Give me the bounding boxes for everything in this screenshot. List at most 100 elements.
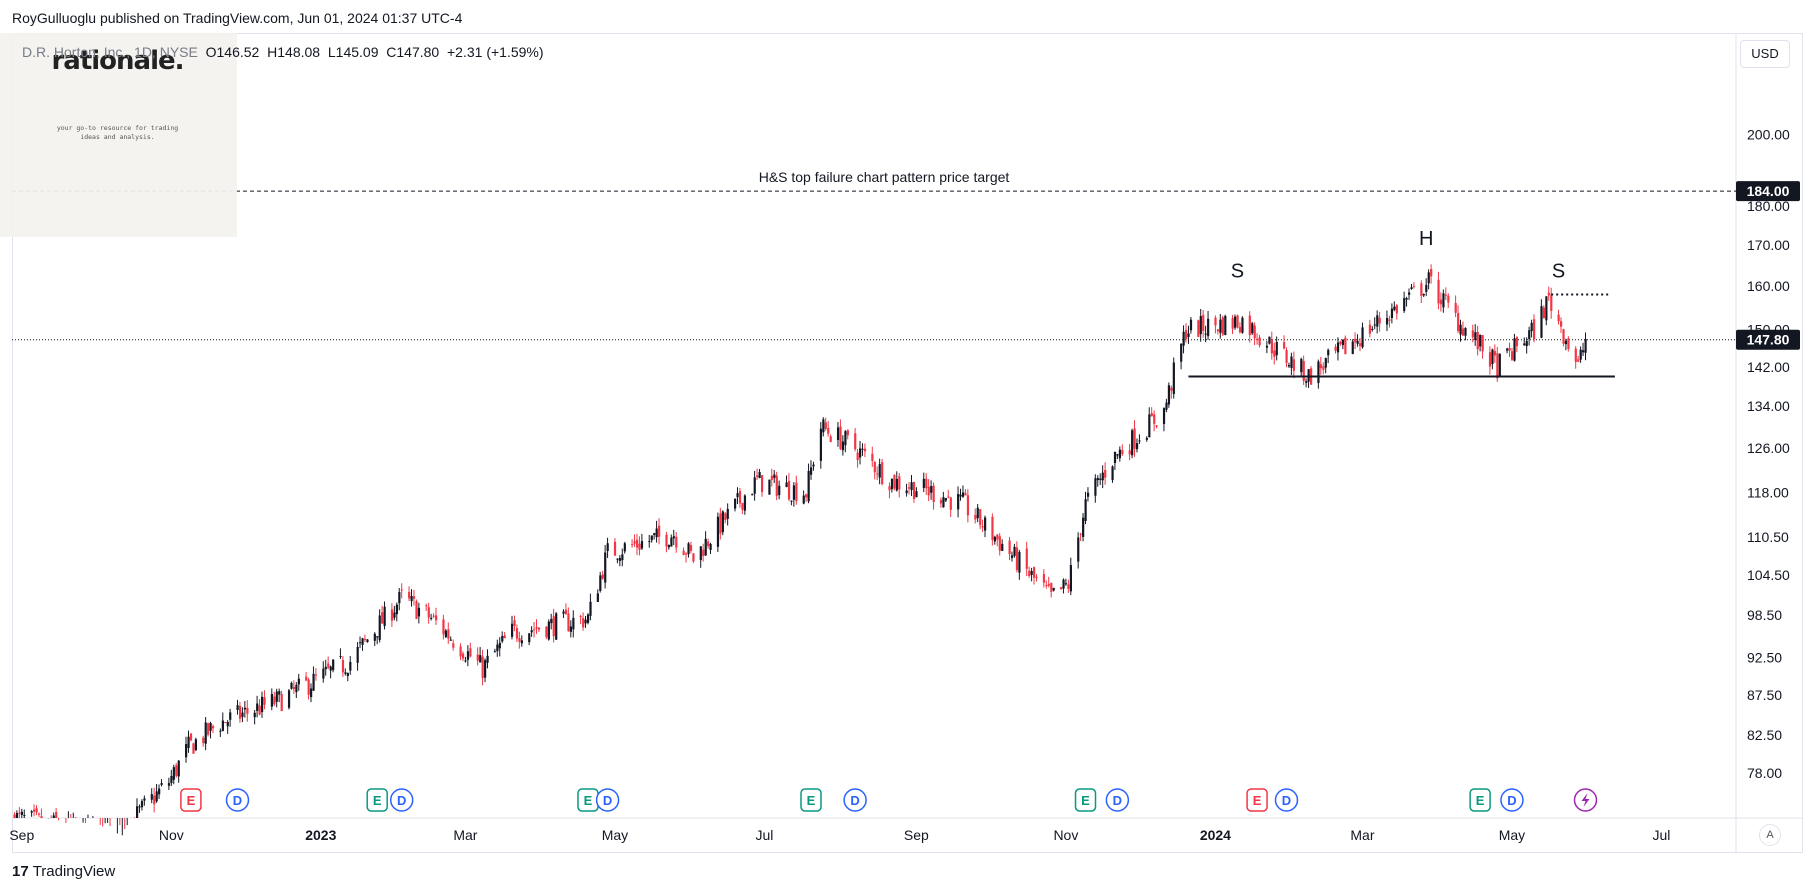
candle-down[interactable] [381,605,384,624]
candle-up[interactable] [20,808,24,818]
candle-down[interactable] [1067,579,1070,593]
tradingview-footer[interactable]: 17 TradingView [12,863,115,880]
candle-down[interactable] [1481,335,1484,359]
candle-down[interactable] [947,489,950,499]
candle-up[interactable] [290,681,293,690]
candle-down[interactable] [533,622,536,638]
candle-up[interactable] [1030,567,1033,582]
candle-up[interactable] [466,645,470,667]
candle-down[interactable] [408,586,411,602]
candle-down[interactable] [1457,305,1460,334]
candle-up[interactable] [346,672,349,682]
candle-up[interactable] [1305,378,1308,388]
candle-down[interactable] [425,603,428,611]
candle-up[interactable] [275,688,278,708]
candle-down[interactable] [13,812,16,818]
candle-down[interactable] [1510,347,1514,361]
candle-up[interactable] [393,605,396,621]
candle-up[interactable] [256,695,259,718]
candle-up[interactable] [1528,326,1531,346]
candle-up[interactable] [226,720,229,734]
candle-up[interactable] [295,682,298,698]
candle-down[interactable] [1368,319,1372,338]
candle-up[interactable] [138,804,141,813]
candle-up[interactable] [1300,357,1303,377]
candle-up[interactable] [792,482,796,507]
candle-up[interactable] [1324,357,1327,374]
candle-down[interactable] [1488,346,1492,375]
candle-up[interactable] [486,649,489,669]
candle-up[interactable] [569,620,573,638]
candle-up[interactable] [135,798,139,818]
auto-scale-button[interactable]: A [1759,824,1781,846]
candle-up[interactable] [721,510,724,536]
candle-up[interactable] [1498,353,1501,377]
candle-down[interactable] [427,602,430,624]
candle-down[interactable] [545,625,548,640]
candle-down[interactable] [1121,444,1124,457]
earnings-marker[interactable] [1469,788,1491,812]
candle-up[interactable] [1408,288,1411,300]
candle-down[interactable] [461,651,465,662]
candle-down[interactable] [513,615,516,632]
symbol-description[interactable]: D.R. Horton, Inc., 1D, NYSE [22,44,198,60]
candle-down[interactable] [518,631,521,649]
candle-up[interactable] [790,500,793,506]
candle-up[interactable] [172,764,175,785]
candle-down[interactable] [1395,304,1398,320]
currency-button[interactable]: USD [1740,40,1790,68]
candle-up[interactable] [915,487,918,498]
candle-up[interactable] [1525,337,1528,354]
candle-down[interactable] [824,417,827,431]
dividend-marker[interactable] [595,788,620,812]
candle-up[interactable] [672,529,675,546]
candle-down[interactable] [635,533,639,556]
candle-down[interactable] [1454,295,1457,318]
earnings-marker[interactable] [1074,788,1097,812]
candle-up[interactable] [734,498,737,512]
candle-up[interactable] [1001,539,1004,551]
candle-up[interactable] [1131,428,1134,459]
candle-down[interactable] [1047,576,1050,588]
candle-down[interactable] [1339,340,1342,346]
candle-up[interactable] [310,683,313,703]
dividend-marker[interactable] [1274,788,1299,812]
candle-down[interactable] [996,533,999,547]
candle-up[interactable] [1082,513,1085,542]
candle-up[interactable] [366,638,369,643]
candle-down[interactable] [964,489,967,496]
candle-up[interactable] [1564,338,1568,351]
candle-up[interactable] [819,422,823,469]
candle-up[interactable] [1513,333,1516,362]
candle-down[interactable] [1447,293,1450,308]
candle-up[interactable] [890,478,894,493]
candle-down[interactable] [292,680,296,694]
candle-up[interactable] [1165,398,1168,413]
candle-up[interactable] [236,699,239,715]
candle-down[interactable] [1471,324,1474,343]
candle-up[interactable] [1405,296,1408,307]
candle-up[interactable] [1351,339,1354,355]
candle-down[interactable] [567,607,570,632]
candle-up[interactable] [670,534,673,547]
candle-down[interactable] [1322,362,1325,375]
candle-up[interactable] [1268,336,1271,345]
candle-up[interactable] [606,537,609,558]
candle-up[interactable] [484,658,487,683]
candle-down[interactable] [974,508,977,524]
candle-up[interactable] [260,691,264,718]
candle-up[interactable] [150,788,153,804]
candle-down[interactable] [795,475,798,505]
candle-up[interactable] [807,463,810,504]
candle-down[interactable] [787,473,791,502]
candle-up[interactable] [204,717,207,751]
candle-up[interactable] [1307,369,1310,388]
candle-down[interactable] [1214,315,1217,334]
candle-down[interactable] [1283,335,1286,350]
candle-up[interactable] [910,475,913,496]
candle-up[interactable] [687,542,690,558]
candle-up[interactable] [1427,269,1430,290]
candle-down[interactable] [1273,342,1276,365]
candle-down[interactable] [314,668,318,681]
